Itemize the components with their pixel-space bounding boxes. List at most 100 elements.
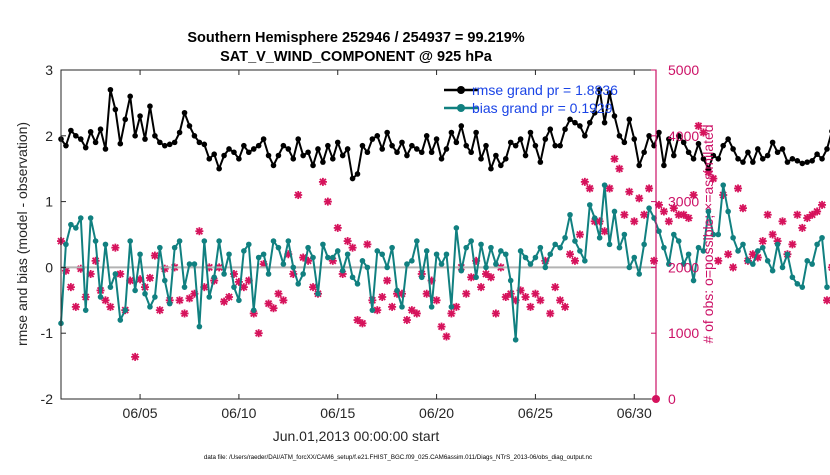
bias-point: [370, 307, 376, 313]
rmse-point: [770, 140, 776, 146]
rmse-point: [454, 140, 460, 146]
bias-point: [236, 298, 242, 304]
rmse-point: [622, 140, 628, 146]
bias-point: [646, 205, 652, 211]
rmse-point: [419, 149, 425, 155]
bias-point: [142, 291, 148, 297]
rmse-point: [725, 136, 731, 142]
rmse-point: [305, 149, 311, 155]
rmse-point: [627, 117, 633, 123]
rmse-point: [785, 159, 791, 165]
rmse-point: [528, 130, 534, 136]
rmse-point: [557, 143, 563, 149]
bias-point: [320, 242, 326, 248]
rmse-point: [567, 117, 573, 123]
obs-assimilated-marker: [531, 290, 539, 298]
rmse-point: [671, 153, 677, 159]
obs-assimilated-marker: [764, 211, 772, 219]
obs-assimilated-marker: [270, 304, 278, 312]
obs-assimilated-marker: [556, 296, 564, 304]
obs-assimilated-marker: [625, 188, 633, 196]
rmse-point: [276, 153, 282, 159]
bias-point: [691, 278, 697, 284]
rmse-point: [98, 126, 104, 132]
bias-point: [627, 265, 633, 271]
rmse-point: [404, 153, 410, 159]
rmse-point: [206, 156, 212, 162]
rmse-point: [320, 159, 326, 165]
bias-point: [389, 245, 395, 251]
bias-point: [528, 261, 534, 267]
bias-point: [449, 304, 455, 310]
obs-assimilated-marker: [181, 309, 189, 317]
right-y-tick-label: 5000: [668, 62, 699, 78]
bias-point: [231, 284, 237, 290]
bias-point: [735, 248, 741, 254]
obs-assimilated-marker: [403, 316, 411, 324]
bias-point: [266, 271, 272, 277]
bias-point: [360, 258, 366, 264]
bias-point: [824, 284, 830, 290]
bias-point: [790, 274, 796, 280]
rmse-point: [394, 149, 400, 155]
legend: rmse grand pr = 1.8836 bias grand pr = 0.…: [444, 82, 618, 116]
bias-point: [68, 222, 74, 228]
rmse-point: [202, 142, 208, 148]
right-y-tick-label: 4000: [668, 128, 699, 144]
rmse-point: [93, 140, 99, 146]
bias-point: [795, 281, 801, 287]
bias-point: [631, 255, 637, 261]
bias-point: [676, 238, 682, 244]
obs-assimilated-marker: [615, 165, 623, 173]
obs-assimilated-marker: [620, 211, 628, 219]
right-y-axis-label: # of obs: o=possible; ×=assimilated: [700, 124, 716, 343]
left-y-tick-label: -2: [41, 391, 54, 407]
rmse-point: [493, 153, 499, 159]
bias-point: [310, 255, 316, 261]
rmse-point: [429, 149, 435, 155]
bias-point: [63, 242, 69, 248]
rmse-point: [715, 156, 721, 162]
obs-assimilated-marker: [324, 198, 332, 206]
rmse-point: [424, 133, 430, 139]
bias-point: [103, 242, 109, 248]
rmse-point: [281, 143, 287, 149]
bias-point: [256, 255, 262, 261]
left-y-tick-label: 0: [45, 259, 53, 275]
rmse-point: [300, 153, 306, 159]
obs-assimilated-marker: [279, 296, 287, 304]
rmse-point: [552, 143, 558, 149]
obs-assimilated-marker: [522, 293, 530, 301]
bias-point: [177, 238, 183, 244]
bias-point: [290, 265, 296, 271]
bias-point: [552, 242, 558, 248]
bias-point: [720, 182, 726, 188]
rmse-point: [735, 156, 741, 162]
rmse-point: [365, 149, 371, 155]
bias-point: [785, 251, 791, 257]
rmse-point: [745, 149, 751, 155]
rmse-point: [216, 166, 222, 172]
obs-assimilated-marker: [72, 303, 80, 311]
rmse-point: [513, 143, 519, 149]
bias-point: [187, 261, 193, 267]
rmse-point: [577, 123, 583, 129]
obs-assimilated-marker: [111, 244, 119, 252]
obs-assimilated-marker: [779, 217, 787, 225]
rmse-point: [330, 156, 336, 162]
rmse-point: [127, 94, 133, 100]
bias-point: [404, 261, 410, 267]
rmse-point: [118, 141, 124, 147]
obs-assimilated-marker: [388, 303, 396, 311]
bias-point: [281, 261, 287, 267]
left-y-tick-label: -1: [41, 325, 54, 341]
rmse-point: [241, 143, 247, 149]
rmse-point: [221, 153, 227, 159]
rmse-point: [824, 146, 830, 152]
bias-point: [607, 242, 613, 248]
obs-assimilated-marker: [358, 319, 366, 327]
bias-point: [365, 265, 371, 271]
bias-point: [533, 255, 539, 261]
bias-point: [434, 251, 440, 257]
bias-point: [745, 258, 751, 264]
